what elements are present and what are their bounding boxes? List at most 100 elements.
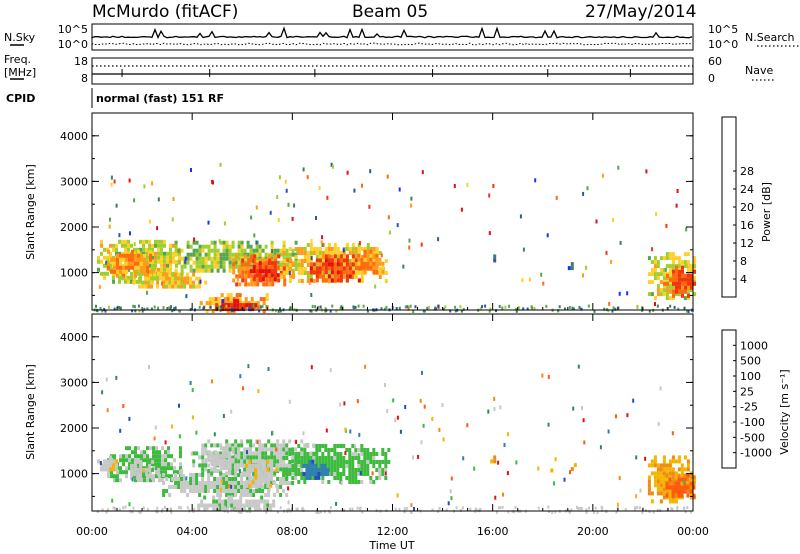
power-cell <box>140 265 143 270</box>
velocity-cell <box>677 485 681 490</box>
velocity-cell <box>288 468 292 472</box>
power-cell <box>204 256 208 261</box>
velocity-cell <box>131 450 134 455</box>
power-cell <box>270 244 274 249</box>
power-echo <box>173 307 176 312</box>
velocity-cell <box>174 477 178 481</box>
velocity-cell <box>140 478 143 483</box>
velocity-cell <box>291 459 295 464</box>
power-cell <box>255 244 259 249</box>
power-cell <box>333 251 337 255</box>
power-cell <box>687 293 690 298</box>
power-echo <box>582 273 584 278</box>
velocity-cell <box>222 485 226 489</box>
velocity-cell <box>257 459 261 464</box>
power-cell <box>149 273 152 278</box>
power-cell <box>151 251 154 256</box>
velocity-cell <box>155 466 158 471</box>
power-cell <box>175 259 178 264</box>
power-cell <box>222 264 226 269</box>
power-echo <box>492 184 495 188</box>
power-cell <box>250 278 254 283</box>
power-cell <box>282 271 286 275</box>
velocity-cell <box>330 460 334 464</box>
velocity-cell <box>218 495 222 500</box>
velocity-cell <box>222 458 226 463</box>
power-cell <box>169 251 172 256</box>
power-cell <box>132 280 136 285</box>
velocity-cell <box>243 447 247 452</box>
power-cell <box>318 270 322 275</box>
velocity-echo <box>230 484 233 489</box>
power-cell <box>195 252 199 257</box>
beam-title: Beam 05 <box>352 2 428 22</box>
velocity-ground-scatter <box>296 507 299 511</box>
power-cell <box>249 273 253 278</box>
velocity-cell <box>170 462 173 467</box>
velocity-cell <box>285 493 289 497</box>
velocity-cell <box>225 485 229 489</box>
velocity-cell <box>321 460 325 464</box>
power-cell <box>162 280 166 285</box>
velocity-cell <box>263 467 267 472</box>
power-cell <box>339 278 343 283</box>
power-ground-scatter <box>404 305 407 309</box>
velocity-cell <box>671 485 675 490</box>
power-cell <box>222 244 226 249</box>
power-cell <box>238 297 242 302</box>
velocity-cell <box>269 459 273 464</box>
power-cell <box>647 292 651 297</box>
power-echo <box>129 231 131 236</box>
velocity-cell <box>378 472 382 476</box>
power-echo <box>121 276 124 281</box>
velocity-cell <box>246 493 250 497</box>
velocity-cell <box>270 451 274 456</box>
velocity-cell <box>339 472 343 476</box>
power-cell <box>653 272 657 277</box>
velocity-cell <box>122 470 125 475</box>
velocity-cell <box>647 491 651 496</box>
power-ground-scatter <box>495 309 497 313</box>
velocity-ground-scatter <box>633 506 636 510</box>
power-cell <box>243 248 247 253</box>
power-cell <box>239 307 243 312</box>
velocity-cell <box>134 458 137 463</box>
velocity-cell <box>157 471 161 476</box>
velocity-cell <box>354 480 358 484</box>
velocity-cell <box>264 455 268 460</box>
velocity-cell <box>231 467 235 472</box>
velocity-cell <box>240 485 244 489</box>
power-cell <box>336 262 340 267</box>
velocity-cell <box>315 448 319 452</box>
power-cell <box>215 303 219 308</box>
velocity-cell <box>237 451 241 456</box>
power-cell <box>166 259 169 264</box>
power-ground-scatter <box>104 309 107 313</box>
power-cell <box>205 309 209 314</box>
velocity-ground-scatter <box>455 506 458 510</box>
velocity-cell <box>351 464 355 468</box>
velocity-ground-scatter <box>594 506 597 510</box>
velocity-cell <box>225 443 229 448</box>
power-cell <box>252 248 256 253</box>
velocity-cell <box>218 499 222 504</box>
power-cell <box>366 249 370 254</box>
velocity-cell <box>225 477 229 481</box>
velocity-cell <box>291 468 295 472</box>
velocity-cell <box>279 477 283 481</box>
power-cell <box>303 259 307 263</box>
power-echo <box>277 217 280 222</box>
power-cell <box>330 275 334 279</box>
power-ground-scatter <box>641 306 644 310</box>
velocity-cell <box>201 443 205 448</box>
power-cell <box>220 293 224 298</box>
velocity-cell <box>109 459 112 464</box>
power-cell <box>250 282 254 287</box>
velocity-cell <box>372 452 376 456</box>
power-cell <box>351 247 355 251</box>
velocity-cell <box>267 439 271 444</box>
power-cell <box>195 240 199 245</box>
velocity-ground-scatter <box>551 510 554 514</box>
velocity-cell <box>246 467 250 472</box>
